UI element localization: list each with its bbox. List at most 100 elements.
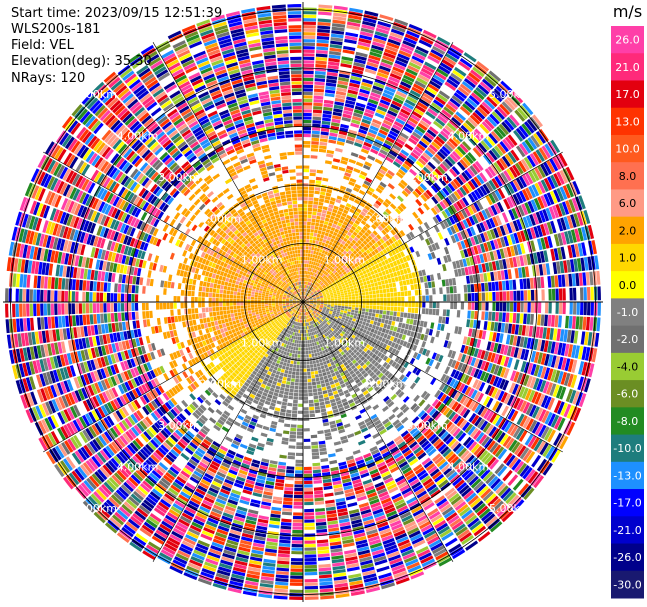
velocity-cell [257, 237, 263, 243]
velocity-cell [221, 232, 227, 238]
velocity-cell [358, 263, 364, 269]
velocity-cell [282, 269, 286, 273]
velocity-cell [208, 307, 213, 312]
velocity-cell [272, 292, 277, 295]
velocity-cell [345, 252, 350, 258]
velocity-cell [397, 306, 401, 312]
velocity-cell [234, 284, 239, 289]
velocity-cell [257, 229, 263, 235]
velocity-cell [296, 368, 300, 372]
velocity-cell [311, 308, 315, 311]
velocity-cell [251, 229, 257, 234]
velocity-cell [181, 355, 188, 363]
velocity-cell [324, 262, 328, 267]
velocity-cell [282, 305, 287, 308]
velocity-cell [317, 321, 321, 325]
velocity-cell [300, 281, 302, 285]
velocity-cell [175, 203, 183, 212]
velocity-cell [333, 393, 340, 399]
velocity-cell [256, 284, 261, 288]
velocity-cell [303, 400, 309, 404]
velocity-cell [337, 283, 342, 287]
velocity-cell [261, 235, 266, 241]
velocity-cell [348, 325, 353, 330]
velocity-cell [279, 345, 284, 350]
velocity-cell [237, 226, 243, 232]
velocity-cell [226, 335, 232, 341]
velocity-cell [321, 289, 325, 293]
velocity-cell [308, 354, 312, 358]
velocity-cell [303, 315, 305, 320]
velocity-cell [255, 392, 262, 398]
velocity-cell [347, 349, 353, 354]
velocity-cell [244, 261, 249, 266]
velocity-cell [282, 277, 286, 282]
velocity-cell [470, 310, 475, 319]
velocity-cell [304, 291, 306, 296]
velocity-cell [309, 302, 314, 304]
velocity-cell [313, 395, 319, 400]
velocity-cell [243, 240, 249, 245]
velocity-cell [351, 334, 356, 339]
velocity-cell [348, 317, 353, 321]
velocity-cell [329, 398, 336, 404]
velocity-cell [214, 320, 219, 326]
velocity-cell [283, 226, 288, 231]
velocity-cell [375, 286, 379, 291]
velocity-cell [287, 341, 290, 346]
velocity-cell [236, 269, 241, 274]
velocity-cell [216, 329, 222, 335]
velocity-cell [343, 320, 348, 324]
velocity-cell [316, 278, 320, 283]
velocity-cell [324, 400, 331, 405]
velocity-cell [296, 286, 298, 290]
velocity-cell [269, 270, 274, 274]
velocity-cell [282, 339, 286, 344]
velocity-cell [341, 269, 346, 273]
velocity-cell [427, 281, 432, 289]
velocity-cell [313, 291, 317, 294]
velocity-cell [238, 234, 244, 240]
velocity-cell [365, 291, 369, 296]
velocity-cell [379, 366, 385, 372]
velocity-cell [240, 350, 246, 356]
velocity-cell [281, 380, 287, 385]
velocity-cell [340, 291, 344, 294]
velocity-cell [347, 375, 353, 381]
velocity-cell [239, 270, 244, 275]
velocity-cell [298, 326, 301, 330]
velocity-cell [316, 298, 320, 300]
velocity-cell [288, 314, 292, 318]
velocity-cell [315, 377, 320, 382]
velocity-cell [213, 330, 218, 336]
velocity-cell [332, 158, 341, 163]
velocity-cell [369, 279, 374, 284]
velocity-cell [282, 273, 286, 277]
velocity-cell [221, 366, 228, 373]
velocity-cell [310, 309, 314, 312]
velocity-cell [298, 403, 303, 407]
velocity-cell [319, 296, 324, 299]
velocity-cell [333, 275, 337, 280]
velocity-cell [213, 258, 219, 264]
velocity-cell [240, 292, 245, 296]
velocity-cell [344, 262, 349, 267]
velocity-cell [319, 219, 325, 224]
velocity-cell [257, 302, 261, 305]
velocity-cell [267, 286, 271, 290]
velocity-cell [430, 336, 435, 344]
velocity-cell [320, 191, 326, 196]
velocity-cell [256, 262, 262, 267]
velocity-cell [362, 256, 368, 262]
velocity-cell [197, 324, 202, 331]
velocity-cell [300, 312, 302, 316]
velocity-cell [368, 357, 374, 363]
velocity-cell [372, 404, 380, 411]
velocity-cell [266, 217, 272, 222]
velocity-cell [142, 286, 146, 294]
velocity-cell [286, 283, 290, 287]
velocity-cell [441, 316, 446, 324]
velocity-cell [261, 337, 266, 342]
velocity-cell [310, 229, 315, 233]
velocity-cell [291, 353, 295, 358]
